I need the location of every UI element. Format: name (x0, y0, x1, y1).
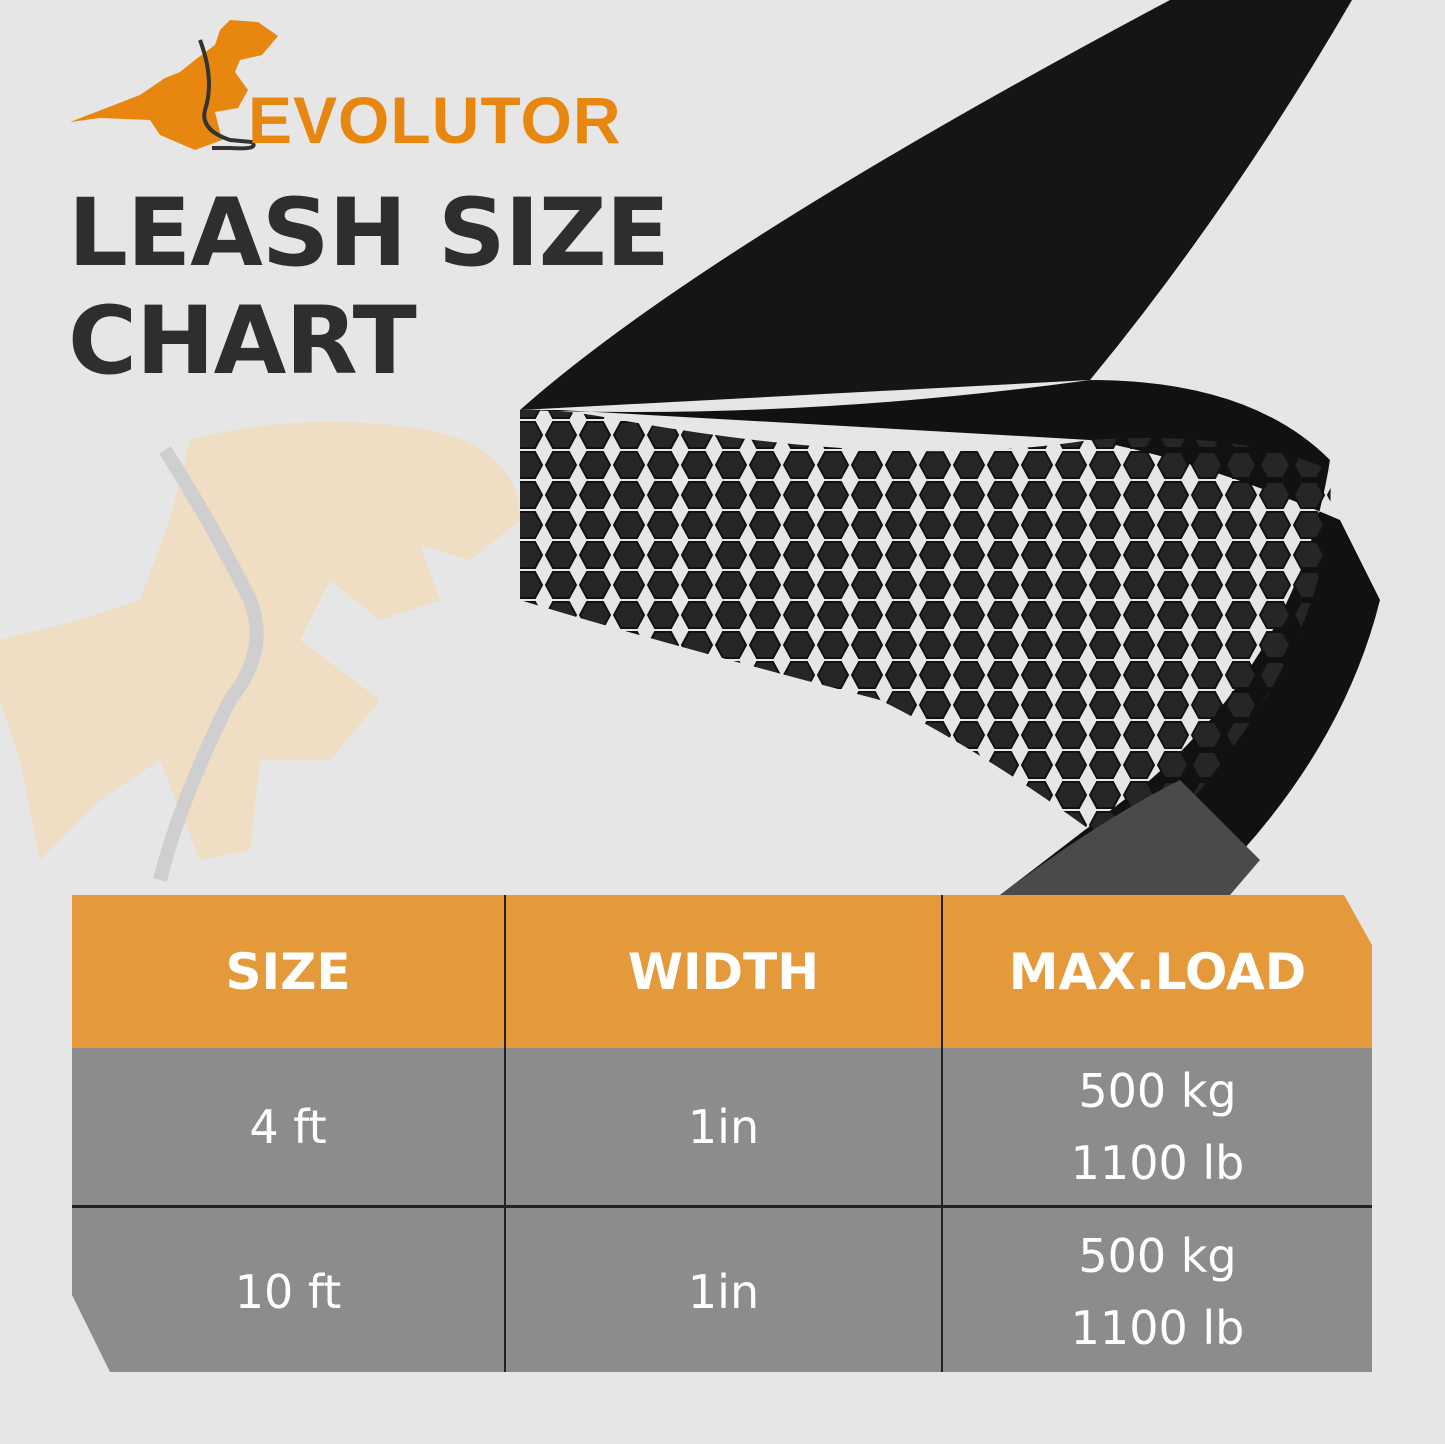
cell-max-load: 500 kg 1100 lb (941, 1048, 1372, 1205)
title-line-2: CHART (68, 287, 417, 396)
cell-max-load: 500 kg 1100 lb (941, 1208, 1372, 1372)
load-lb: 1100 lb (1070, 1300, 1245, 1355)
load-kg: 500 kg (1078, 1228, 1237, 1283)
cell-width: 1in (504, 1208, 941, 1372)
size-table: SIZE WIDTH MAX.LOAD 4 ft 1in 500 kg 1100… (72, 895, 1372, 1372)
dino-collar-watermark (153, 446, 264, 882)
header-width: WIDTH (504, 895, 941, 1048)
load-lb: 1100 lb (1070, 1135, 1245, 1190)
cell-size: 4 ft (249, 1099, 327, 1154)
table-row: 10 ft 1in 500 kg 1100 lb (72, 1205, 1372, 1372)
cell-size: 10 ft (234, 1264, 342, 1319)
brand-name: EVOLUTOR (248, 83, 622, 157)
leash-logo-icon (198, 39, 256, 151)
load-kg: 500 kg (1078, 1063, 1237, 1118)
leash-image (520, 0, 1380, 895)
dino-logo-icon (70, 20, 278, 150)
page-title: LEASH SIZE CHART (68, 179, 670, 396)
cell-width: 1in (504, 1048, 941, 1205)
table-header-row: SIZE WIDTH MAX.LOAD (72, 895, 1372, 1048)
header-max-load: MAX.LOAD (941, 895, 1372, 1048)
title-line-1: LEASH SIZE (68, 179, 670, 288)
table-row: 4 ft 1in 500 kg 1100 lb (72, 1048, 1372, 1205)
header-size: SIZE (225, 942, 351, 1001)
